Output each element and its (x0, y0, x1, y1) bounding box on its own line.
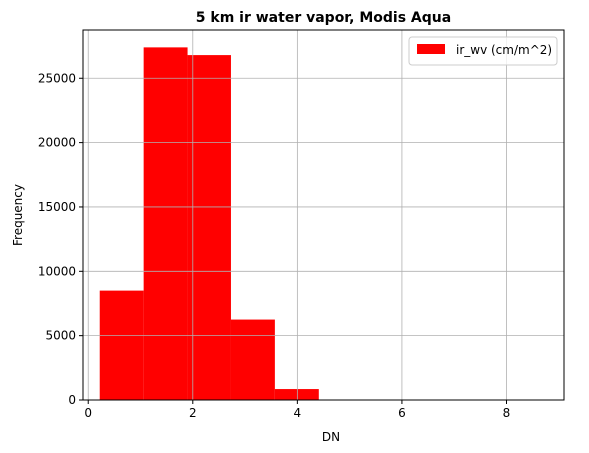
x-tick-label-4: 8 (503, 406, 511, 420)
x-axis-ticks: 0 2 4 6 8 (84, 400, 510, 420)
y-tick-label-2: 10000 (38, 264, 76, 278)
y-tick-label-1: 5000 (45, 329, 76, 343)
y-tick-label-3: 15000 (38, 200, 76, 214)
y-tick-label-0: 0 (68, 393, 76, 407)
legend-swatch (417, 44, 445, 54)
y-axis-ticks: 0 5000 10000 15000 20000 25000 (38, 71, 83, 407)
x-tick-label-2: 4 (294, 406, 302, 420)
histogram-bar-2 (187, 55, 231, 401)
bars (99, 47, 538, 401)
legend-box (408, 36, 558, 66)
plot-frame (82, 29, 565, 401)
histogram-bar-1 (143, 47, 188, 401)
y-tick-label-5: 25000 (38, 71, 76, 85)
x-tick-label-3: 6 (398, 406, 406, 420)
x-tick-label-1: 2 (189, 406, 197, 420)
histogram-bar-4 (274, 389, 319, 400)
y-axis-label: Frequency (11, 184, 25, 246)
legend-label: ir_wv (cm/m^2) (456, 43, 552, 57)
histogram-bar-3 (230, 319, 275, 400)
x-axis-label: DN (322, 430, 340, 444)
y-tick-label-4: 20000 (38, 136, 76, 150)
x-tick-label-0: 0 (84, 406, 92, 420)
histogram-bar-0 (99, 290, 144, 400)
chart-title: 5 km ir water vapor, Modis Aqua (196, 10, 451, 26)
legend: ir_wv (cm/m^2) (408, 36, 558, 66)
